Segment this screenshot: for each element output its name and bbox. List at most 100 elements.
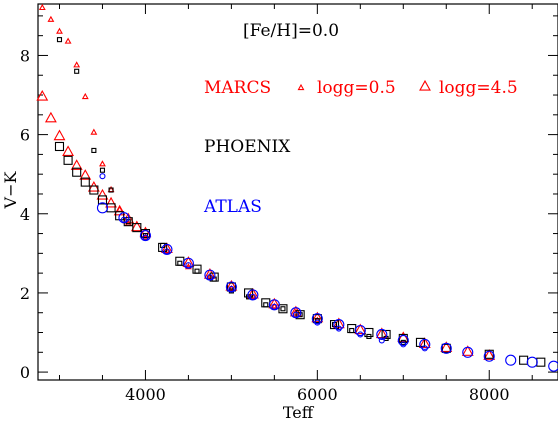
data-point [177,260,183,266]
y-tick-label: 4 [20,205,30,224]
data-point [192,264,202,274]
data-point [87,180,100,192]
data-point [312,314,322,324]
data-point [483,350,495,362]
data-point [268,299,280,311]
data-point [397,334,409,346]
data-point [97,195,108,205]
data-point [36,89,49,101]
data-point [484,349,494,359]
data-point [398,333,408,343]
data-point [381,329,391,340]
data-point [47,15,55,22]
data-point [505,354,517,366]
data-point [278,304,288,314]
data-point [357,331,364,338]
data-point [140,229,150,239]
data-point [225,279,238,291]
data-point [378,337,385,344]
legend-phoenix-label: PHOENIX [204,137,291,157]
data-point [441,343,451,353]
data-point [440,342,452,354]
legend-small-triangle-label: logg=0.5 [317,78,396,98]
data-point [280,306,286,312]
data-point [440,341,453,352]
data-point [333,319,345,331]
data-point [105,196,117,208]
legend-large-triangle-marker [419,79,431,91]
data-point [132,223,142,233]
data-point [96,202,109,214]
data-point [204,269,216,281]
data-point [247,289,259,301]
legend-large-triangle-label: logg=4.5 [439,78,518,98]
data-marks [36,3,558,372]
data-point [38,3,46,11]
data-point [246,287,259,299]
data-point [62,145,75,157]
data-point [526,356,538,368]
data-point [536,357,546,367]
data-point [90,128,98,135]
y-tick-label: 8 [20,46,30,65]
data-point [182,256,195,267]
data-point [91,147,97,153]
data-point [108,187,114,193]
data-point [118,212,130,224]
data-point [64,37,72,44]
data-point [194,268,200,274]
data-point [89,185,99,195]
data-point [311,313,323,325]
data-point [349,327,355,334]
data-point [364,327,374,338]
data-point [54,141,65,152]
y-axis-label: V−K [1,171,20,210]
data-point [106,203,116,213]
data-point [63,155,73,165]
data-point [290,307,302,319]
metallicity-annotation: [Fe/H]=0.0 [243,21,339,41]
data-point [268,297,281,309]
data-point [354,323,367,335]
data-point [139,226,152,238]
y-tick-label: 6 [20,126,30,145]
data-point [96,188,109,200]
data-point [81,92,89,100]
legend-large-triangle-icon [419,79,431,91]
data-point [56,27,63,34]
data-point [161,243,173,255]
data-point [461,345,474,356]
data-point [79,169,92,180]
data-point [44,111,57,123]
data-point [74,68,80,74]
data-point [99,173,106,180]
legend-small-triangle-marker [297,83,305,91]
data-point [462,346,474,358]
data-point [354,324,366,337]
data-point [263,302,269,308]
data-point [182,257,194,269]
x-axis-label: Teff [283,403,315,422]
legend-atlas-label: ATLAS [203,197,262,217]
data-point [56,37,63,43]
data-point [72,167,82,177]
x-tick-label: 6000 [297,385,338,404]
axes-group: 4000 6000 8000 0 2 4 6 8 [20,4,558,404]
data-point [130,220,143,232]
data-point [311,311,324,323]
data-point [99,167,106,173]
data-point [70,159,83,170]
data-point [80,177,90,187]
data-point [376,328,388,341]
x-tick-label: 8000 [469,385,510,404]
data-point [53,129,66,141]
data-point [139,229,151,242]
data-point [329,320,340,330]
data-point [225,281,237,293]
data-point [548,360,558,372]
y-tick-label: 0 [20,363,30,382]
data-point [99,160,106,167]
data-point [418,337,431,348]
x-tick-label: 4000 [125,385,166,404]
